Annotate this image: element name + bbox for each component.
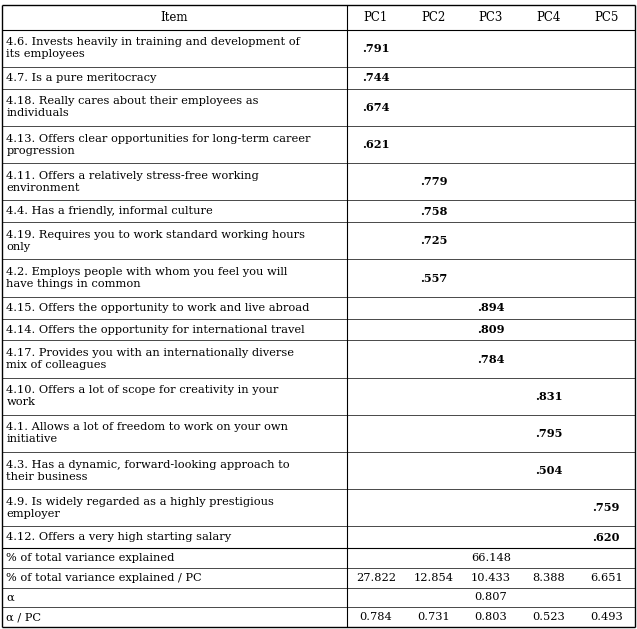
Text: 4.9. Is widely regarded as a highly prestigious
employer: 4.9. Is widely regarded as a highly pres… — [6, 497, 275, 519]
Text: .674: .674 — [362, 102, 390, 113]
Text: PC1: PC1 — [364, 11, 388, 24]
Text: .795: .795 — [535, 428, 562, 439]
Text: .504: .504 — [535, 465, 562, 476]
Text: 4.10. Offers a lot of scope for creativity in your
work: 4.10. Offers a lot of scope for creativi… — [6, 385, 279, 407]
Text: 4.18. Really cares about their employees as
individuals: 4.18. Really cares about their employees… — [6, 96, 259, 118]
Text: 0.803: 0.803 — [475, 612, 507, 622]
Text: .744: .744 — [362, 72, 390, 84]
Text: 10.433: 10.433 — [471, 573, 511, 582]
Text: .784: .784 — [477, 353, 505, 365]
Text: 66.148: 66.148 — [471, 553, 511, 563]
Text: .620: .620 — [592, 532, 620, 543]
Text: .791: .791 — [362, 43, 390, 54]
Text: .831: .831 — [535, 391, 562, 402]
Text: 4.3. Has a dynamic, forward-looking approach to
their business: 4.3. Has a dynamic, forward-looking appr… — [6, 460, 290, 482]
Text: Item: Item — [161, 11, 189, 24]
Text: 4.11. Offers a relatively stress-free working
environment: 4.11. Offers a relatively stress-free wo… — [6, 170, 259, 192]
Text: 8.388: 8.388 — [533, 573, 565, 582]
Text: 4.19. Requires you to work standard working hours
only: 4.19. Requires you to work standard work… — [6, 230, 305, 252]
Text: % of total variance explained / PC: % of total variance explained / PC — [6, 573, 202, 582]
Text: PC4: PC4 — [536, 11, 561, 24]
Text: .759: .759 — [592, 502, 620, 513]
Text: 12.854: 12.854 — [413, 573, 454, 582]
Text: 4.17. Provides you with an internationally diverse
mix of colleagues: 4.17. Provides you with an international… — [6, 348, 294, 370]
Text: .809: .809 — [477, 324, 505, 335]
Text: 4.6. Invests heavily in training and development of
its employees: 4.6. Invests heavily in training and dev… — [6, 37, 300, 59]
Text: 4.15. Offers the opportunity to work and live abroad: 4.15. Offers the opportunity to work and… — [6, 303, 310, 313]
Text: 27.822: 27.822 — [356, 573, 396, 582]
Text: .758: .758 — [420, 206, 447, 217]
Text: 4.14. Offers the opportunity for international travel: 4.14. Offers the opportunity for interna… — [6, 325, 305, 335]
Text: 0.807: 0.807 — [475, 593, 507, 603]
Text: 4.12. Offers a very high starting salary: 4.12. Offers a very high starting salary — [6, 532, 232, 542]
Text: 0.784: 0.784 — [359, 612, 392, 622]
Text: 0.493: 0.493 — [590, 612, 622, 622]
Text: 0.731: 0.731 — [417, 612, 450, 622]
Text: .894: .894 — [477, 302, 505, 313]
Text: 4.13. Offers clear opportunities for long-term career
progression: 4.13. Offers clear opportunities for lon… — [6, 133, 311, 155]
Text: 6.651: 6.651 — [590, 573, 622, 582]
Text: .779: .779 — [420, 176, 447, 187]
Text: 4.4. Has a friendly, informal culture: 4.4. Has a friendly, informal culture — [6, 206, 213, 216]
Text: .557: .557 — [420, 272, 447, 284]
Text: 4.1. Allows a lot of freedom to work on your own
initiative: 4.1. Allows a lot of freedom to work on … — [6, 422, 289, 444]
Text: PC2: PC2 — [421, 11, 445, 24]
Text: α: α — [6, 593, 14, 603]
Text: α / PC: α / PC — [6, 612, 41, 622]
Text: .725: .725 — [420, 235, 447, 247]
Text: .621: .621 — [362, 139, 390, 150]
Text: 4.2. Employs people with whom you feel you will
have things in common: 4.2. Employs people with whom you feel y… — [6, 267, 288, 289]
Text: 0.523: 0.523 — [533, 612, 565, 622]
Text: PC5: PC5 — [594, 11, 619, 24]
Text: PC3: PC3 — [479, 11, 503, 24]
Text: 4.7. Is a pure meritocracy: 4.7. Is a pure meritocracy — [6, 73, 157, 83]
Text: % of total variance explained: % of total variance explained — [6, 553, 175, 563]
